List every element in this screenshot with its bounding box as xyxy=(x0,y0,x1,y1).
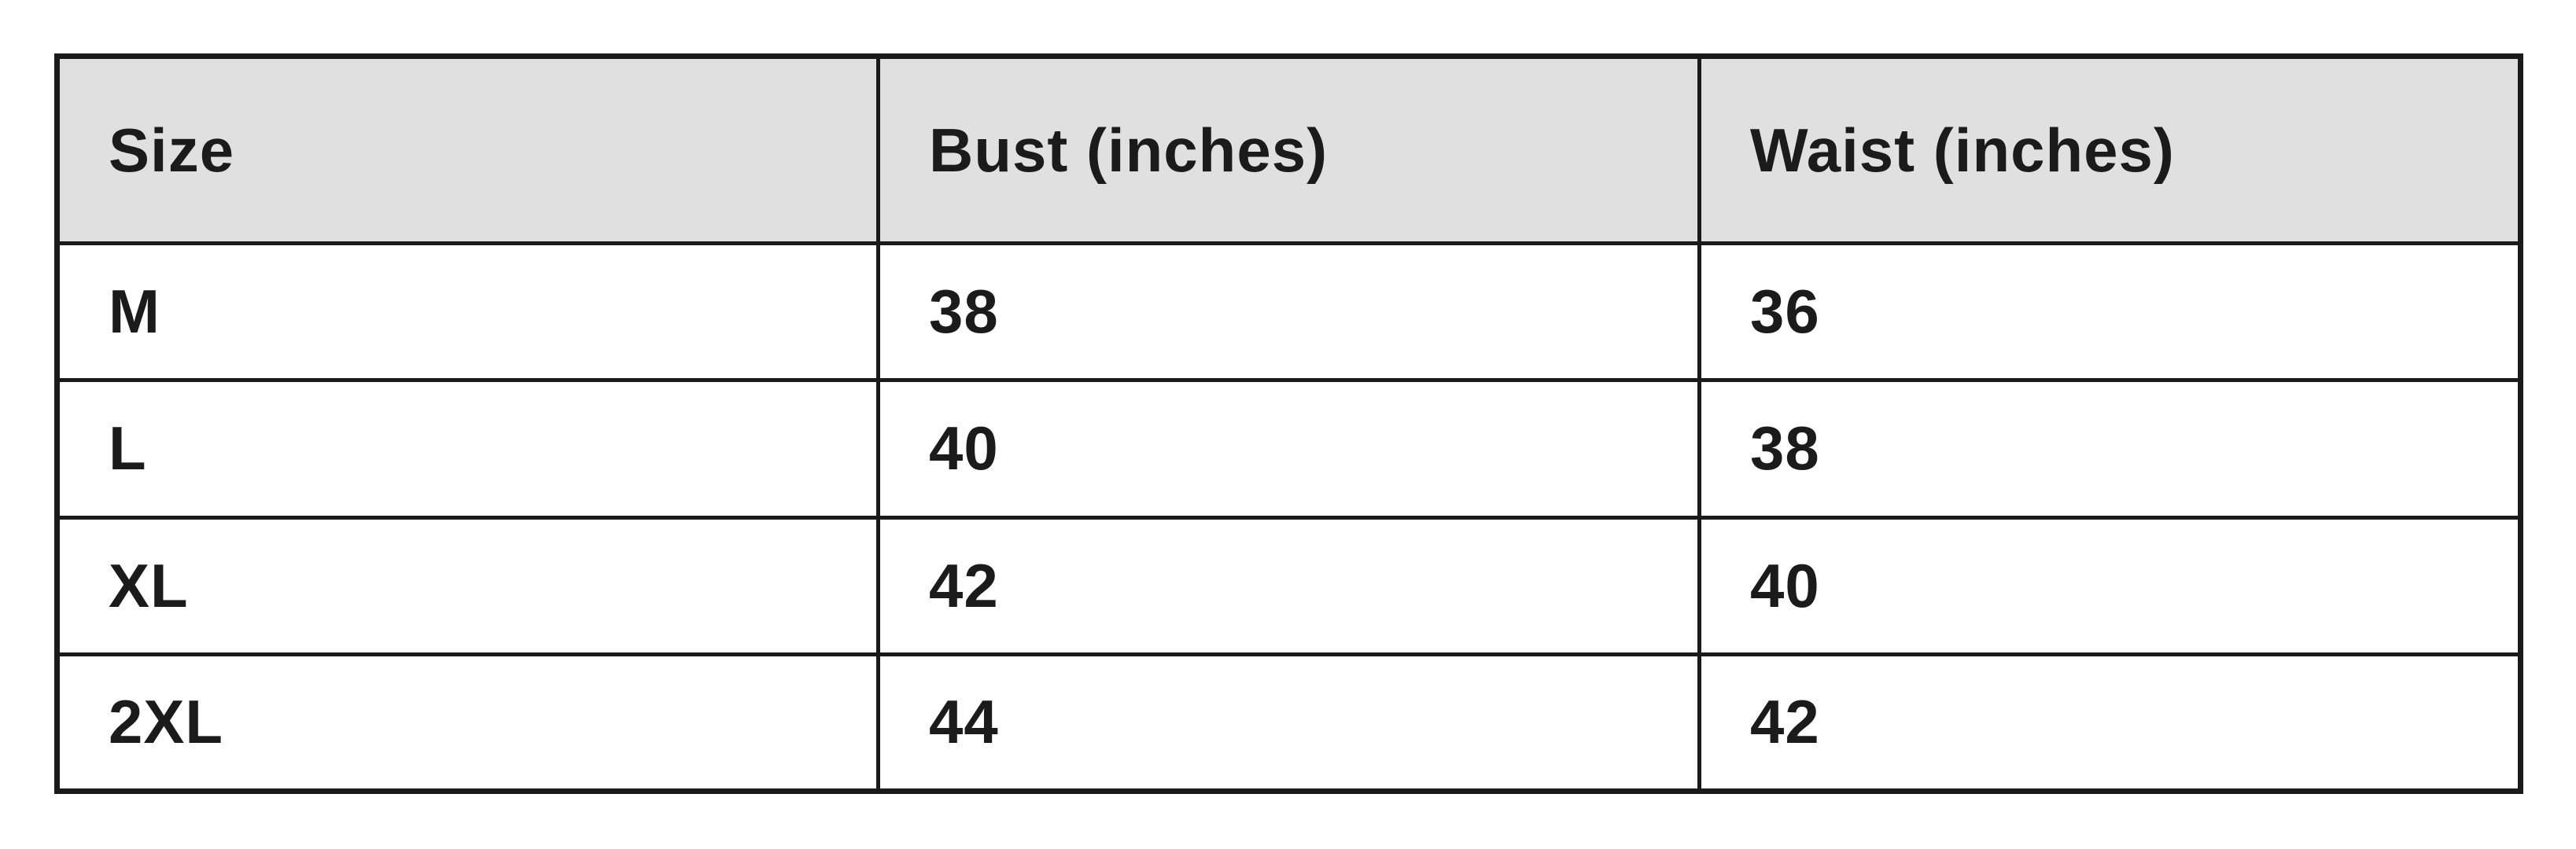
table-cell-bust: 44 xyxy=(876,652,1701,794)
table-row: 2XL 44 42 xyxy=(55,652,2523,794)
table-cell-size: L xyxy=(55,378,880,520)
table-row: M 38 36 xyxy=(55,241,2523,383)
table-cell-bust: 42 xyxy=(876,515,1701,656)
table-cell-bust: 38 xyxy=(876,241,1701,383)
table-row: L 40 38 xyxy=(55,378,2523,520)
table-header: Size Bust (inches) Waist (inches) xyxy=(55,54,2523,245)
table-row: XL 42 40 xyxy=(55,515,2523,656)
column-header-waist: Waist (inches) xyxy=(1697,54,2523,245)
header-row: Size Bust (inches) Waist (inches) xyxy=(55,54,2523,245)
table-body: M 38 36 L 40 38 XL 42 40 2XL 44 42 xyxy=(55,241,2523,794)
table-cell-waist: 42 xyxy=(1697,652,2523,794)
table-cell-waist: 40 xyxy=(1697,515,2523,656)
table-cell-size: 2XL xyxy=(55,652,880,794)
table-cell-waist: 36 xyxy=(1697,241,2523,383)
column-header-bust: Bust (inches) xyxy=(876,54,1701,245)
table-cell-bust: 40 xyxy=(876,378,1701,520)
table-cell-size: XL xyxy=(55,515,880,656)
column-header-size: Size xyxy=(55,54,880,245)
table-cell-size: M xyxy=(55,241,880,383)
table-cell-waist: 38 xyxy=(1697,378,2523,520)
size-chart-table: Size Bust (inches) Waist (inches) M 38 3… xyxy=(54,53,2523,794)
